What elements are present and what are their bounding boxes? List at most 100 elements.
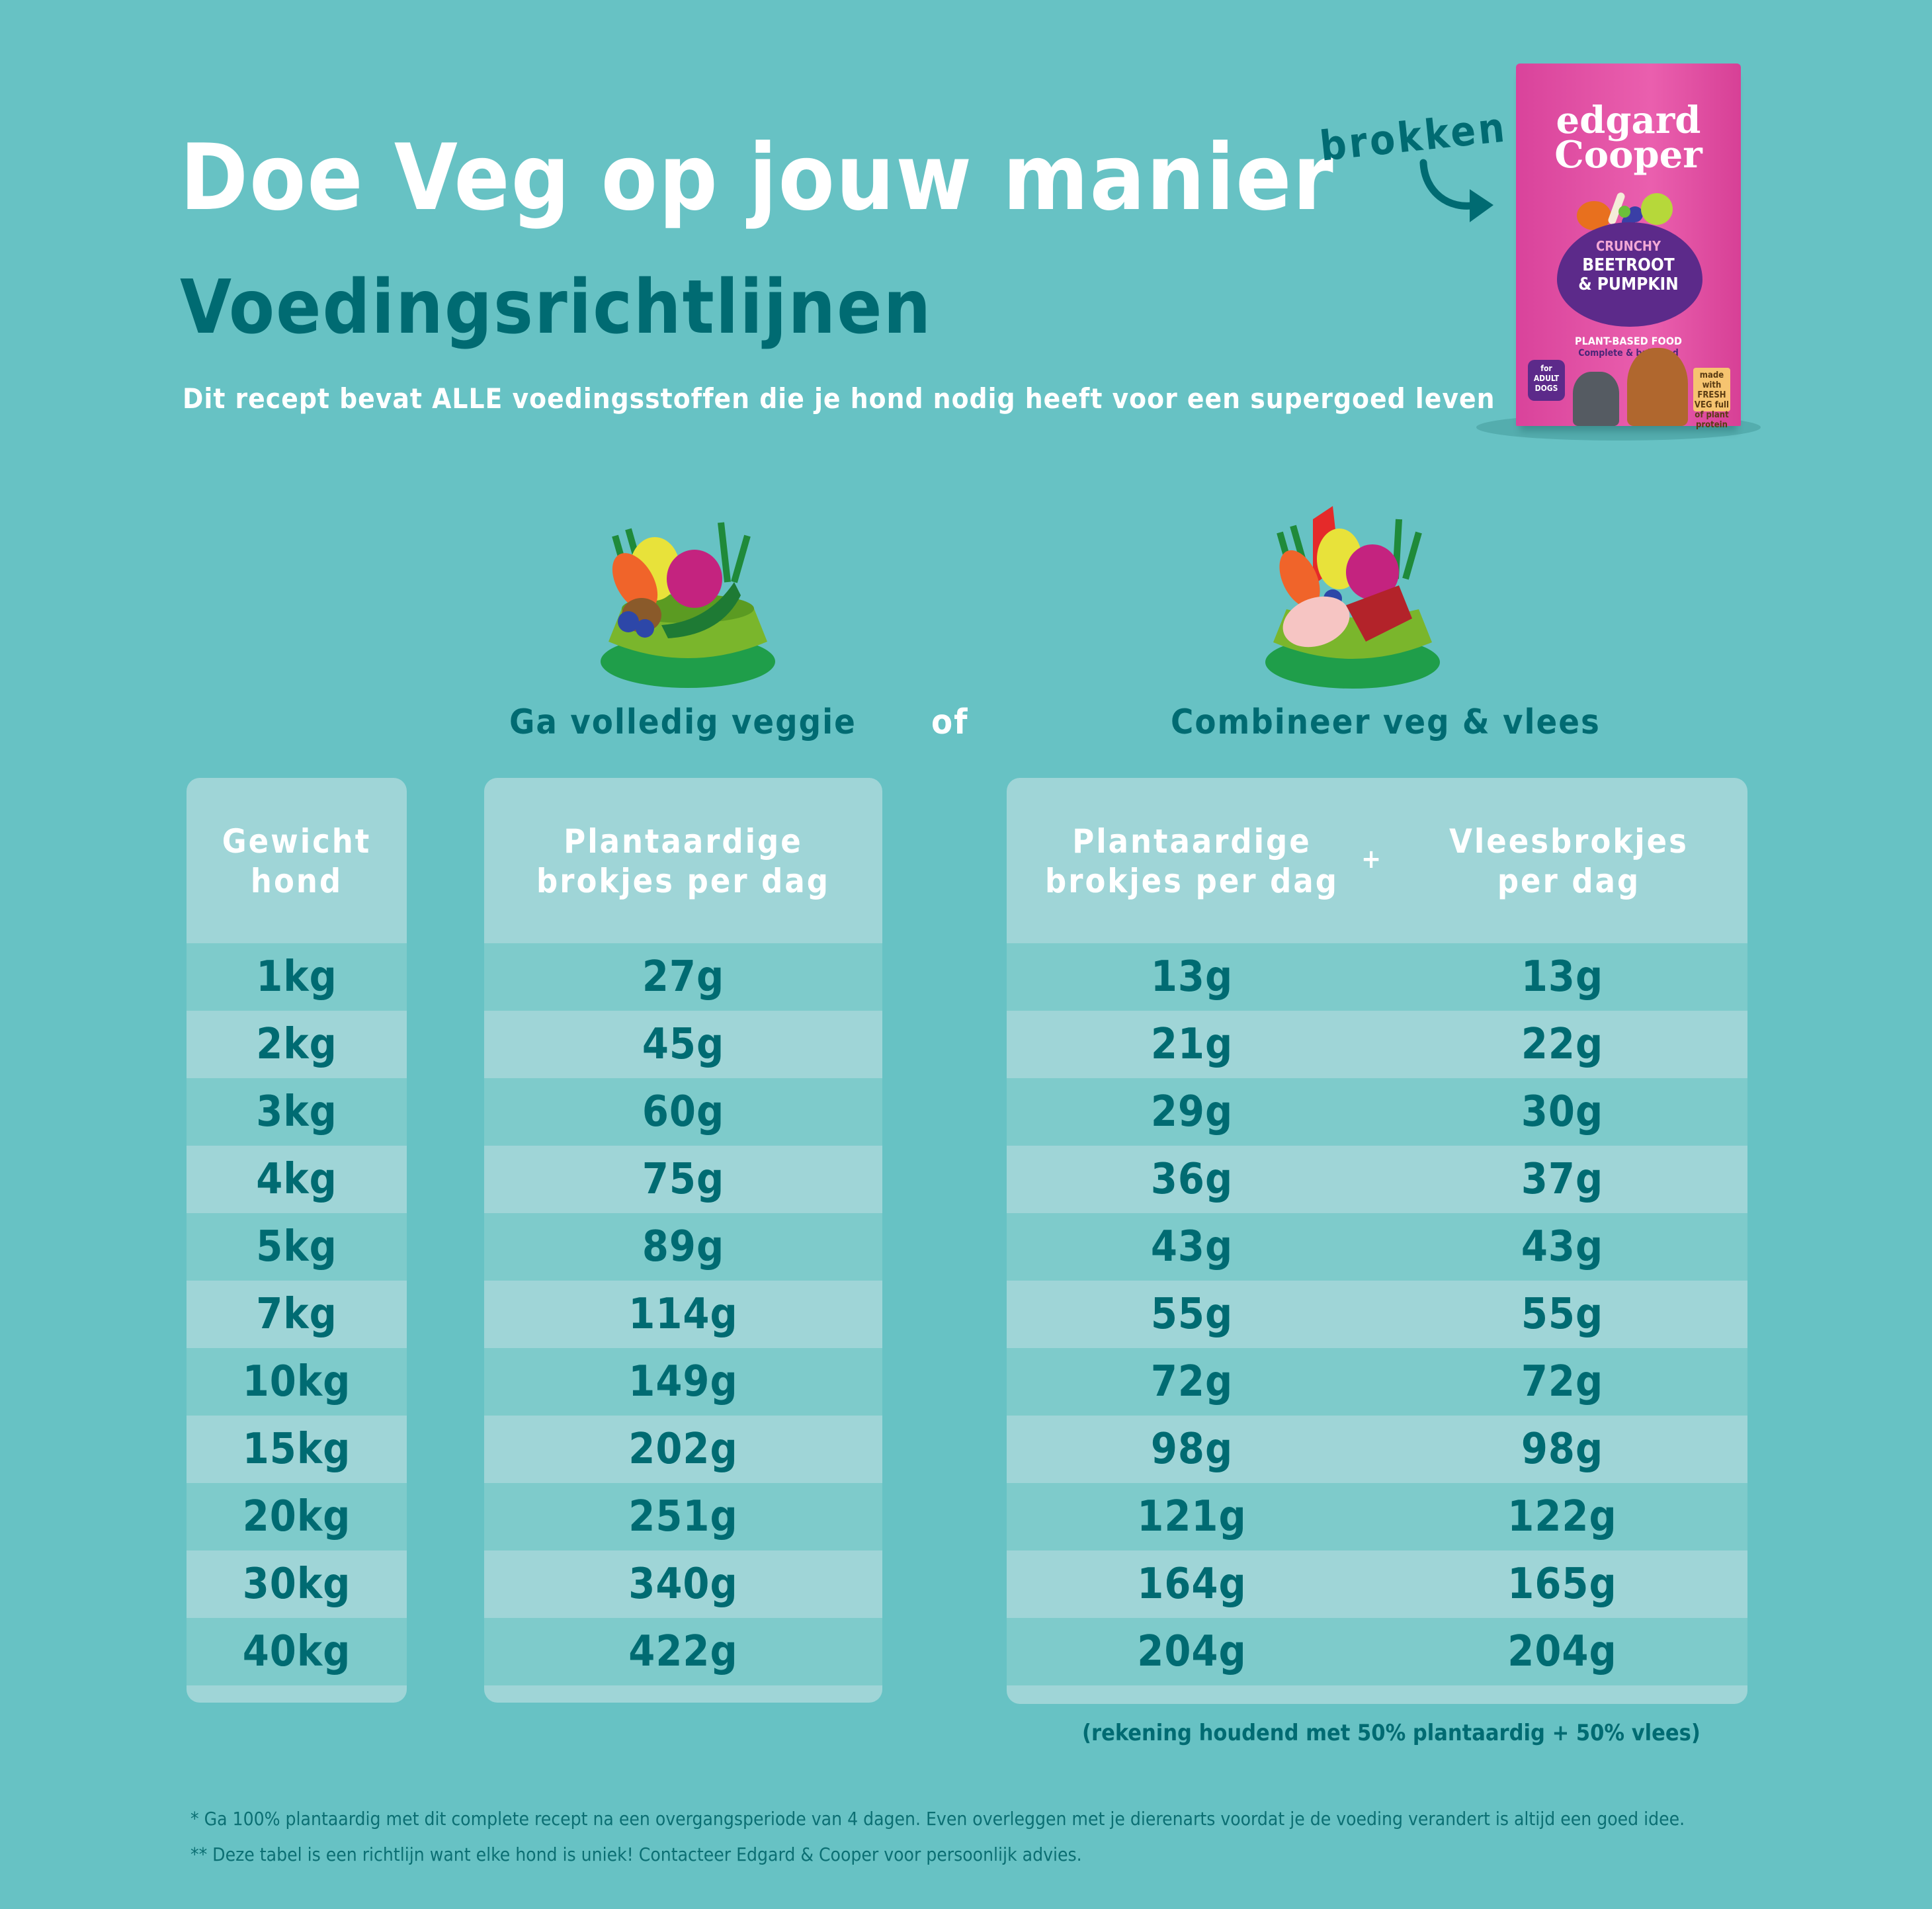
combo-meat-cell: 43g [1521,1222,1604,1271]
plus-sign: + [1361,844,1382,874]
combo-plant-header-line-1: Plantaardige [1072,822,1312,861]
table-row: 15kg [187,1416,407,1483]
page-title: Doe Veg op jouw manier [180,124,1335,231]
table-row: 43g 43g [1007,1213,1747,1281]
dog-illustration-grey [1573,372,1619,426]
combo-plant-cell: 36g [1150,1155,1234,1204]
combo-plant-header-line-2: brokjes per dag [1045,862,1339,900]
table-row: 98g 98g [1007,1416,1747,1483]
table-row: 340g [484,1550,882,1618]
combo-plant-cell: 164g [1137,1560,1247,1609]
table-row: 422g [484,1618,882,1685]
table-row: 75g [484,1146,882,1213]
brand-line-2: Cooper [1554,133,1702,177]
combo-plant-header: Plantaardige brokjes per dag [1007,822,1377,901]
veg-and-meat-bowl-icon [1265,506,1440,689]
combo-plant-cell: 121g [1137,1492,1247,1541]
combo-plant-cell: 98g [1150,1425,1234,1474]
combo-meat-cell: 72g [1521,1357,1604,1406]
table-row: 204g 204g [1007,1618,1747,1685]
curved-arrow-icon [1419,159,1493,222]
veggie-header: Plantaardige brokjes per dag [484,778,882,943]
intro-text: Dit recept bevat ALLE voedingsstoffen di… [183,382,1495,415]
weight-column: Gewicht hond 1kg 2kg 3kg 4kg 5kg 7kg 10k… [187,778,407,1703]
veggie-header-line-2: brokjes per dag [536,862,830,900]
product-bag: edgard Cooper CRUNCHY BEETROOT & PUMPKIN… [1476,64,1761,441]
combo-meat-header: Vleesbrokjes per dag [1384,822,1747,901]
variant-name: CRUNCHY BEETROOT & PUMPKIN [1516,237,1741,294]
table-row: 29g 30g [1007,1078,1747,1146]
veggie-rows: 27g 45g 60g 75g 89g 114g 149g 202g 251g … [484,943,882,1685]
table-row: 36g 37g [1007,1146,1747,1213]
combo-meat-cell: 165g [1507,1560,1617,1609]
weight-header-text: Gewicht hond [187,822,407,901]
veggie-bowl-icon [601,522,775,688]
table-row: 10kg [187,1348,407,1416]
table-row: 2kg [187,1011,407,1078]
variant-line-1: BEETROOT [1582,255,1675,275]
plant-based-claim: PLANT-BASED FOOD [1575,335,1682,347]
table-row: 72g 72g [1007,1348,1747,1416]
brand-line-1: edgard [1556,99,1701,142]
combo-plant-cell: 72g [1150,1357,1234,1406]
veggie-header-text: Plantaardige brokjes per dag [484,822,882,901]
combo-meat-cell: 30g [1521,1087,1604,1136]
table-row: 27g [484,943,882,1011]
table-row: 7kg [187,1281,407,1348]
option-or-label: of [931,702,969,742]
table-row: 55g 55g [1007,1281,1747,1348]
combo-meat-cell: 55g [1521,1290,1604,1339]
weight-header: Gewicht hond [187,778,407,943]
table-row: 164g 165g [1007,1550,1747,1618]
veggie-header-line-1: Plantaardige [564,822,803,861]
dog-illustration-brown [1627,348,1688,426]
table-row: 251g [484,1483,882,1550]
fruit-illustration-icon [1577,192,1673,230]
combo-meat-cell: 122g [1507,1492,1617,1541]
table-row: 5kg [187,1213,407,1281]
combo-header: Plantaardige brokjes per dag + Vleesbrok… [1007,778,1747,943]
combo-plant-cell: 21g [1150,1020,1234,1069]
table-row: 20kg [187,1483,407,1550]
combo-plant-cell: 55g [1150,1290,1234,1339]
table-row: 89g [484,1213,882,1281]
combo-meat-cell: 22g [1521,1020,1604,1069]
adult-dogs-badge: for ADULT DOGS [1528,360,1565,401]
table-row: 202g [484,1416,882,1483]
table-row: 21g 22g [1007,1011,1747,1078]
table-row: 60g [484,1078,882,1146]
combo-meat-header-line-2: per dag [1497,862,1641,900]
table-row: 149g [484,1348,882,1416]
combo-plant-cell: 43g [1150,1222,1234,1271]
variant-line-2: & PUMPKIN [1578,275,1679,294]
combo-plant-cell: 29g [1150,1087,1234,1136]
table-row: 30kg [187,1550,407,1618]
beetroot-shape [1557,222,1702,327]
table-row: 114g [484,1281,882,1348]
combo-rows: 13g 13g 21g 22g 29g 30g 36g 37g 43g 43g 55g 55… [1007,943,1747,1685]
table-row: 13g 13g [1007,943,1747,1011]
combo-column: Plantaardige brokjes per dag + Vleesbrok… [1007,778,1747,1704]
combo-note: (rekening houdend met 50% plantaardig + … [1082,1720,1701,1746]
complete-balanced-claim: Complete & balanced [1578,348,1679,359]
footnote-2: ** Deze tabel is een richtlijn want elke… [190,1844,1082,1865]
weight-header-line-1: Gewicht [222,822,372,861]
table-row: 3kg [187,1078,407,1146]
combo-meat-header-line-1: Vleesbrokjes [1449,822,1689,861]
weight-header-line-2: hond [250,862,343,900]
table-row: 1kg [187,943,407,1011]
table-row: 45g [484,1011,882,1078]
page-subtitle: Voedingsrichtlijnen [180,265,933,351]
option-veggie-label: Ga volledig veggie [509,702,857,742]
combo-meat-cell: 98g [1521,1425,1604,1474]
combo-meat-cell: 204g [1507,1627,1617,1676]
variant-small: CRUNCHY [1595,238,1661,254]
combo-meat-cell: 37g [1521,1155,1604,1204]
combo-plant-cell: 204g [1137,1627,1247,1676]
brand-logo: edgard Cooper [1516,99,1741,177]
fresh-veg-badge: made with FRESH VEG full of plant protei… [1693,368,1730,430]
veggie-column: Plantaardige brokjes per dag 27g 45g 60g… [484,778,882,1703]
table-row: 4kg [187,1146,407,1213]
weight-rows: 1kg 2kg 3kg 4kg 5kg 7kg 10kg 15kg 20kg 3… [187,943,407,1685]
combo-plant-cell: 13g [1150,953,1234,1001]
